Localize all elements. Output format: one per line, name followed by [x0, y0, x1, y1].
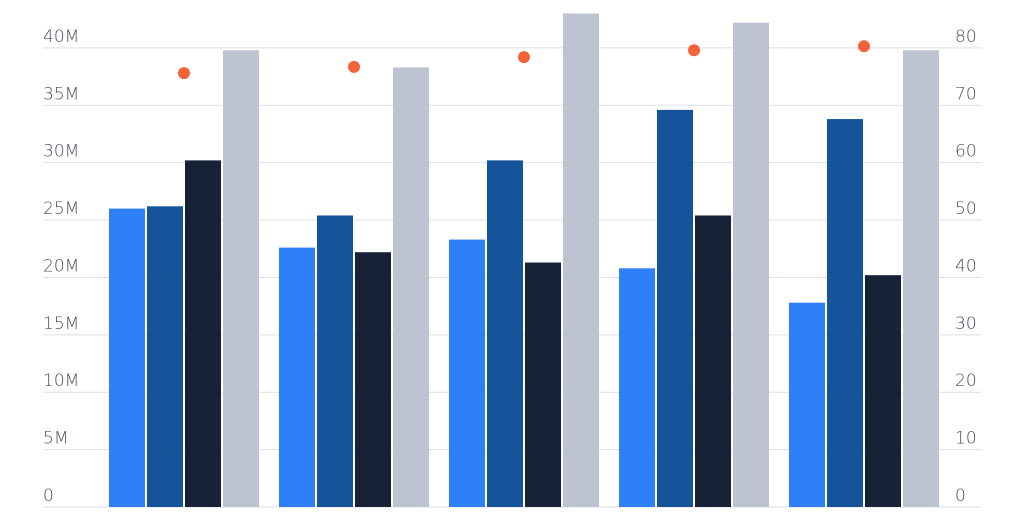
- y2-tick-label: 30: [955, 314, 977, 334]
- y-tick-label: 10M: [43, 371, 79, 391]
- y2-tick-label: 0: [955, 486, 966, 506]
- y-tick-label: 25M: [43, 199, 79, 219]
- bar: [185, 160, 221, 508]
- bar: [317, 215, 353, 507]
- y2-tick-label: 80: [955, 27, 977, 47]
- y-tick-label: 0: [43, 486, 54, 506]
- bar: [695, 215, 731, 507]
- bar: [619, 268, 655, 507]
- dot: [858, 40, 870, 53]
- bar: [563, 13, 599, 508]
- bar: [223, 50, 259, 508]
- dot: [518, 51, 530, 64]
- y2-tick-label: 10: [955, 429, 977, 449]
- y2-tick-label: 50: [955, 199, 977, 219]
- dot: [178, 67, 190, 80]
- bar: [109, 208, 145, 507]
- bar: [393, 67, 429, 507]
- bar: [487, 160, 523, 508]
- y-tick-label: 20M: [43, 256, 79, 276]
- bar: [865, 275, 901, 507]
- y-tick-label: 40M: [43, 27, 79, 47]
- y2-tick-label: 20: [955, 371, 977, 391]
- bar: [525, 262, 561, 507]
- y-tick-label: 5M: [43, 429, 68, 449]
- dot: [348, 60, 360, 73]
- y-tick-label: 15M: [43, 314, 79, 334]
- y2-tick-label: 70: [955, 84, 977, 104]
- bar: [903, 50, 939, 508]
- y2-tick-label: 40: [955, 256, 977, 276]
- bar: [355, 252, 391, 507]
- bar: [827, 119, 863, 508]
- y-tick-label: 35M: [43, 84, 79, 104]
- dot: [688, 44, 700, 57]
- y2-tick-label: 60: [955, 142, 977, 162]
- bar: [449, 239, 485, 508]
- bar: [147, 206, 183, 507]
- bar: [279, 247, 315, 507]
- bar: [789, 302, 825, 507]
- bar: [733, 22, 769, 508]
- bar: [657, 109, 693, 508]
- y-tick-label: 30M: [43, 142, 79, 162]
